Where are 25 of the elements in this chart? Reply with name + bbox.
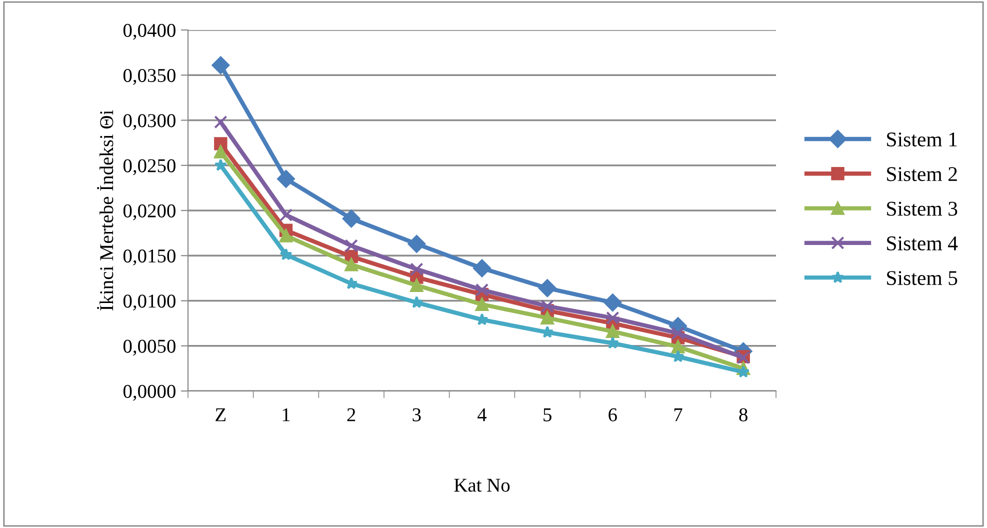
y-tick-label: 0,0150 <box>123 249 176 266</box>
legend-label: Sistem 1 <box>887 132 957 146</box>
x-tick-label: 3 <box>412 408 421 422</box>
x-tick-label: 5 <box>544 408 552 422</box>
x-tick-label: 6 <box>608 408 617 422</box>
y-tick-label: 0,0300 <box>123 114 176 130</box>
x-tick-label: 7 <box>674 408 682 422</box>
x-tick-label: 2 <box>347 408 356 422</box>
x-tick-label: 4 <box>478 408 487 422</box>
x-tick-label: Z <box>216 408 226 422</box>
x-tick-label: 1 <box>282 408 290 422</box>
legend-label: Sistem 3 <box>887 202 958 216</box>
y-axis-title: İkinci Mertebe İndeksi Θi <box>97 110 114 310</box>
y-tick-label: 0,0400 <box>123 24 176 40</box>
legend-label: Sistem 5 <box>887 271 958 286</box>
y-tick-label: 0,0000 <box>123 384 176 401</box>
y-tick-label: 0,0200 <box>123 204 176 220</box>
x-tick-label: 8 <box>739 408 748 422</box>
y-tick-label: 0,0100 <box>123 294 176 310</box>
x-axis-title: Kat No <box>454 478 510 492</box>
legend-label: Sistem 4 <box>887 236 958 250</box>
y-tick-label: 0,0050 <box>123 340 176 356</box>
y-tick-label: 0,0350 <box>123 68 176 85</box>
y-tick-label: 0,0250 <box>123 159 176 176</box>
legend-label: Sistem 2 <box>887 167 957 182</box>
